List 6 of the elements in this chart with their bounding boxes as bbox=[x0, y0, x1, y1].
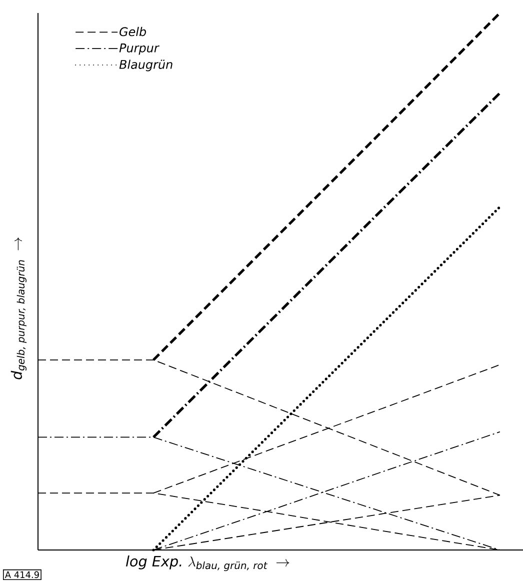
text: A 414.9 bbox=[4, 571, 39, 578]
y-axis-title: $\mathit{d}_{\textit{gelb, purpur, blaugrün}}\;\rightarrow$ bbox=[10, 238, 26, 380]
x-axis-title: $\textit{log Exp.}\ \mathit{\lambda}_{\textit{blau, grün, rot}}\;\rightarrow$ bbox=[126, 556, 290, 572]
legend-label: Purpur bbox=[119, 44, 160, 55]
legend-label: Gelb bbox=[120, 26, 146, 36]
legend-label: Blaugrün bbox=[119, 60, 172, 72]
